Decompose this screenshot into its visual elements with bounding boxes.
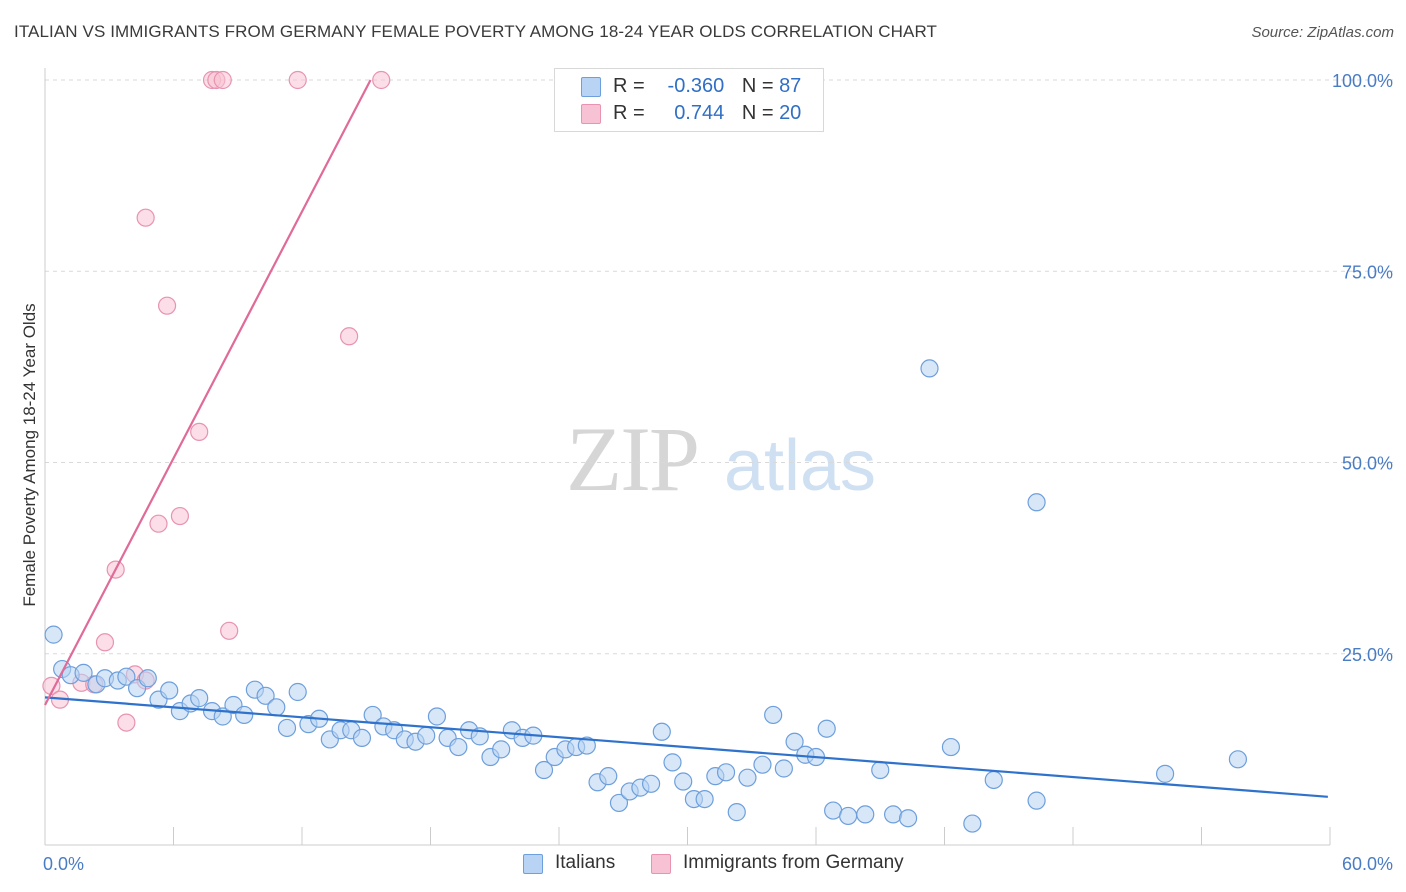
y-tick-label-2: 75.0% [1342,262,1393,282]
series-germany-points [42,70,391,732]
italians-point-29 [352,728,372,748]
italians-point-42 [492,740,511,759]
x-tick-label-1: 60.0% [1342,854,1393,874]
italians-point-72 [817,719,836,738]
watermark-zip: ZIP [566,408,698,510]
italians-point-86 [1228,750,1248,769]
italians-point-75 [856,805,875,824]
series-legend: Italians Immigrants from Germany [0,852,1406,878]
italians-point-0 [44,625,63,644]
y-axis-label: Female Poverty Among 18-24 Year Olds [20,303,39,607]
y-tick-label-0: 25.0% [1342,645,1393,665]
germany-point-13 [190,422,209,441]
germany-trend-line [44,79,372,706]
italians-point-74 [839,806,858,826]
legend-n-label: N = [741,75,774,97]
italians-point-35 [417,726,436,745]
italians-point-77 [883,805,903,824]
germany-point-16 [213,70,232,90]
italians-point-52 [599,767,618,786]
italians-point-57 [652,722,671,741]
trend-lines [44,79,1328,798]
italians-point-56 [641,774,661,793]
italians-point-83 [1027,791,1046,810]
legend-r-label: R = [613,102,645,124]
legend-germany-label: Immigrants from Germany [683,852,904,873]
italians-trend-line [44,696,1328,798]
germany-point-19 [340,327,359,346]
legend-r-label: R = [613,75,645,97]
watermark-atlas: atlas [724,426,876,506]
y-tick-label-3: 100.0% [1332,71,1393,91]
germany-point-9 [136,208,155,227]
italians-point-23 [288,682,307,702]
gridlines [45,79,1395,655]
legend-n-value: 87 [779,75,802,97]
italians-point-36 [427,707,447,726]
italians-point-22 [277,718,297,738]
italians-point-59 [674,772,693,791]
italians-point-79 [920,359,939,378]
italians-point-18 [235,705,254,725]
italians-point-14 [190,689,209,708]
legend-n-label: N = [741,102,774,124]
italians-point-80 [941,737,961,757]
italians-point-11 [160,681,179,700]
germany-swatch [581,104,601,124]
italians-point-67 [764,705,783,725]
italians-point-7 [117,667,136,686]
italians-point-61 [695,789,714,809]
italians-point-58 [663,753,682,772]
germany-point-18 [288,70,307,90]
italians-point-53 [609,793,629,813]
italians-point-50 [577,736,596,755]
italians-swatch [523,854,543,874]
italians-point-3 [74,663,93,682]
axes [44,68,1331,846]
italians-point-85 [1155,764,1175,783]
source-credit: Source: ZipAtlas.com [1251,24,1394,41]
x-tick-label-0: 0.0% [43,854,84,874]
italians-point-78 [898,809,918,828]
germany-point-12 [170,506,190,526]
legend-r-value: 0.744 [674,102,725,124]
italians-point-81 [963,814,982,833]
legend-r-value: -0.360 [667,75,725,97]
italians-point-69 [785,732,804,751]
germany-point-11 [157,296,177,315]
italians-point-64 [727,803,746,822]
series-italians-points [44,359,1248,833]
germany-point-4 [95,633,115,652]
italians-point-46 [534,760,554,780]
italians-swatch [581,77,601,97]
germany-swatch [651,854,671,874]
germany-point-17 [220,621,239,640]
chart-title: ITALIAN VS IMMIGRANTS FROM GERMANY FEMAL… [14,22,937,41]
correlation-legend: R = -0.360 N = 87 R = 0.744 N = 20 [554,68,824,132]
legend-italians-label: Italians [555,852,616,873]
italians-point-21 [267,698,286,717]
italians-point-20 [256,686,275,705]
italians-point-9 [138,669,157,688]
germany-point-20 [372,70,391,90]
italians-point-38 [449,737,468,757]
italians-point-68 [774,759,793,778]
italians-point-66 [753,755,772,774]
germany-point-10 [149,514,168,533]
italians-point-65 [738,768,757,787]
y-tick-label-1: 50.0% [1342,454,1393,474]
italians-point-76 [871,760,890,780]
zipatlas-watermark: ZIP atlas [566,408,876,510]
tick-labels: 25.0% 50.0% 75.0% 100.0% 0.0% 60.0% [43,71,1393,874]
legend-n-value: 20 [779,102,802,124]
italians-point-84 [1027,493,1046,512]
italians-point-63 [716,763,736,782]
germany-point-6 [117,713,136,732]
italians-point-82 [984,770,1003,790]
